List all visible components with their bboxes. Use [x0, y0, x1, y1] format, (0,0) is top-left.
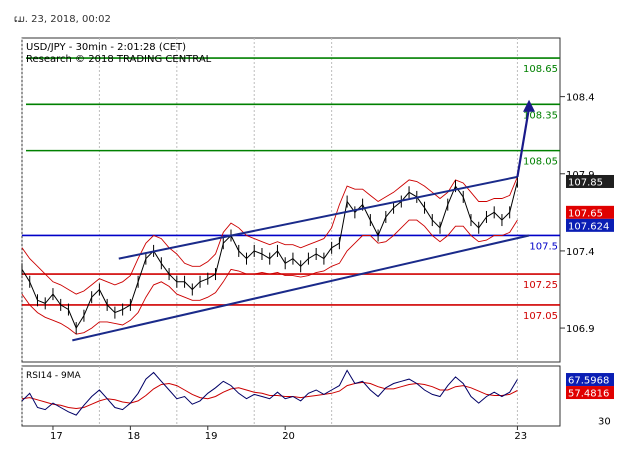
rsi-axis-label: 30	[598, 417, 611, 428]
chart-title: USD/JPY - 30min - 2:01:28 (CET)	[26, 42, 186, 53]
rsi-tag-label-1: 57.4816	[568, 389, 609, 400]
rsi-tag-label-0: 67.5968	[568, 376, 609, 387]
level-label-2: 108.05	[523, 157, 558, 168]
date-header: ເມ. 23, 2018, 00:02	[14, 14, 111, 25]
rsi-tag-box-1	[566, 386, 614, 400]
channel-upper-line	[118, 175, 518, 260]
price-axis-label: 107.4	[566, 247, 595, 258]
x-axis-label: 20	[282, 431, 295, 442]
level-label-1: 108.35	[523, 110, 558, 121]
level-label-5: 107.05	[523, 311, 558, 322]
target-arrow-head	[523, 99, 536, 112]
price-tag-label-1: 107.65	[568, 208, 603, 219]
price-tag-box-2	[566, 218, 614, 232]
rsi-tag-box-0	[566, 373, 614, 387]
rsi-label: RSI14 - 9MA	[26, 371, 82, 381]
x-axis-label: 17	[50, 431, 63, 442]
price-tag-box-1	[566, 205, 614, 219]
level-label-4: 107.25	[523, 280, 558, 291]
x-axis-label: 23	[514, 431, 527, 442]
bollinger-lower-band	[21, 219, 518, 335]
price-axis-label: 108.4	[566, 93, 595, 104]
level-label-3: 107.5	[529, 241, 558, 252]
x-axis-label: 19	[205, 431, 218, 442]
x-axis-label: 18	[127, 431, 140, 442]
price-tag-box-0	[566, 174, 614, 188]
level-label-0: 108.65	[523, 64, 558, 75]
rsi-line	[21, 369, 518, 416]
channel-lower-line	[72, 234, 530, 342]
price-axis-label: 106.9	[566, 324, 595, 335]
rsi-ma-line	[21, 381, 518, 410]
price-panel	[21, 37, 561, 363]
price-tag-label-0: 107.85	[568, 177, 603, 188]
chart-subtitle: Research © 2018 TRADING CENTRAL	[26, 54, 212, 65]
price-tag-label-2: 107.624	[568, 221, 609, 232]
target-arrow-shaft	[516, 107, 531, 178]
